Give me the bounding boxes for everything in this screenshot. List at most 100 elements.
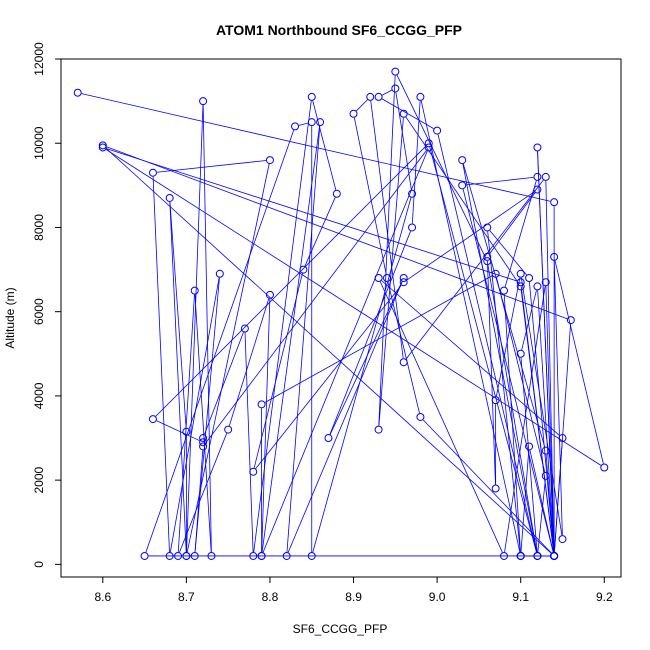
series-segment xyxy=(379,281,503,553)
series-segment xyxy=(81,93,551,202)
data-point xyxy=(199,438,208,447)
series-segment xyxy=(503,294,521,552)
series-segment xyxy=(520,450,530,552)
series-segment xyxy=(489,230,527,276)
data-point xyxy=(382,273,391,282)
data-point xyxy=(299,265,308,274)
data-point xyxy=(533,143,542,152)
data-point xyxy=(424,139,433,148)
series-segment xyxy=(520,290,555,553)
series-segment xyxy=(553,260,563,536)
series-segment xyxy=(405,116,519,284)
series-segment xyxy=(487,265,538,553)
series-segment xyxy=(353,117,387,275)
data-point xyxy=(391,67,400,76)
y-tick-label: 10000 xyxy=(32,126,46,160)
data-point xyxy=(408,189,417,198)
data-point xyxy=(499,286,508,295)
data-point xyxy=(458,181,467,190)
data-point xyxy=(516,551,525,560)
data-point xyxy=(324,434,333,443)
x-axis: 8.6 8.7 8.8 8.9 9.0 9.1 9.2 xyxy=(94,577,613,604)
series-segment xyxy=(356,99,368,112)
data-point xyxy=(550,551,559,560)
data-series xyxy=(73,67,609,560)
series-segment xyxy=(537,290,555,552)
data-point xyxy=(307,551,316,560)
series-segment xyxy=(504,286,546,553)
data-point xyxy=(257,551,266,560)
data-point xyxy=(550,198,559,207)
data-point xyxy=(399,278,408,287)
series-segment xyxy=(529,281,555,552)
series-segment xyxy=(396,75,486,258)
data-point xyxy=(224,425,233,434)
data-point xyxy=(148,168,157,177)
series-segment xyxy=(262,150,428,553)
y-tick-label: 0 xyxy=(32,561,46,568)
series-segment xyxy=(194,277,220,552)
series-segment xyxy=(329,281,403,435)
data-point xyxy=(541,172,550,181)
series-segment xyxy=(261,298,271,552)
series-segment xyxy=(228,298,270,426)
series-segment xyxy=(489,192,536,254)
data-point xyxy=(332,189,341,198)
data-point xyxy=(140,551,149,560)
series-segment xyxy=(554,260,604,464)
data-point xyxy=(516,349,525,358)
y-axis: 0 2000 4000 6000 8000 10000 12000 xyxy=(32,42,61,568)
series-segment xyxy=(156,160,267,173)
y-tick-label: 4000 xyxy=(32,382,46,409)
data-point xyxy=(533,551,542,560)
series-segment xyxy=(537,479,546,553)
data-point xyxy=(525,442,534,451)
series-segment xyxy=(487,231,521,553)
data-point xyxy=(190,551,199,560)
data-point xyxy=(265,290,274,299)
series-segment xyxy=(253,273,303,468)
y-tick-label: 2000 xyxy=(32,466,46,493)
data-point xyxy=(265,156,274,165)
data-point xyxy=(307,118,316,127)
data-point xyxy=(416,412,425,421)
data-point xyxy=(533,185,542,194)
series-segment xyxy=(264,275,493,403)
data-point xyxy=(483,257,492,266)
series-segment xyxy=(466,176,534,186)
series-segment xyxy=(537,151,555,552)
series-segment xyxy=(244,332,254,552)
series-segment xyxy=(169,201,187,552)
data-point xyxy=(374,425,383,434)
data-point xyxy=(499,551,508,560)
x-axis-label: SF6_CCGG_PFP xyxy=(293,622,388,636)
x-tick-label: 8.6 xyxy=(94,590,111,604)
data-point xyxy=(433,126,442,135)
series-segment xyxy=(304,197,336,267)
series-segment xyxy=(253,100,312,553)
series-segment xyxy=(381,280,560,436)
series-segment xyxy=(186,163,270,553)
series-segment xyxy=(545,286,555,552)
chart-title: ATOM1 Northbound SF6_CCGG_PFP xyxy=(216,22,462,38)
data-point xyxy=(207,551,216,560)
series-segment xyxy=(462,189,554,553)
series-segment xyxy=(406,191,535,281)
data-point xyxy=(491,396,500,405)
series-segment xyxy=(312,100,337,190)
y-tick-label: 6000 xyxy=(32,298,46,325)
data-point xyxy=(257,400,266,409)
x-tick-label: 8.9 xyxy=(345,590,362,604)
series-segment xyxy=(554,441,563,552)
series-segment xyxy=(287,281,403,553)
data-point xyxy=(165,551,174,560)
data-point xyxy=(399,358,408,367)
data-point xyxy=(199,97,208,106)
series-segment xyxy=(405,179,544,360)
data-point xyxy=(316,118,325,127)
data-point xyxy=(491,484,500,493)
data-point xyxy=(374,273,383,282)
series-segment xyxy=(169,277,220,553)
data-point xyxy=(525,273,534,282)
